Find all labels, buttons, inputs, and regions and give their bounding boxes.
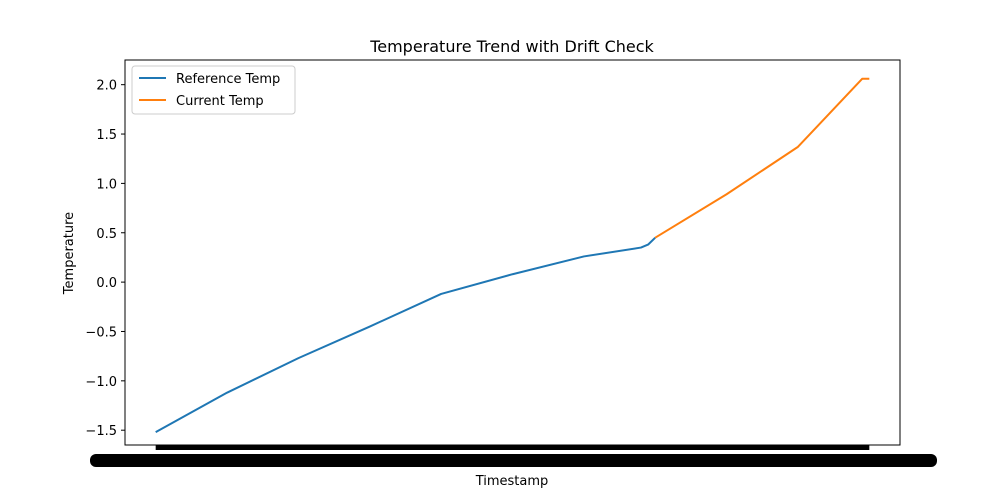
legend-label-reference: Reference Temp [176,72,280,87]
y-tick-label: −0.5 [85,325,117,340]
x-axis-ticks [90,445,937,467]
y-tick-label: −1.5 [85,424,117,439]
y-axis-label: Temperature [62,212,77,295]
y-tick-label: 2.0 [96,79,117,94]
y-tick-label: 1.5 [96,128,117,143]
legend-box [131,65,296,115]
legend: Reference Temp Current Temp [131,65,296,115]
chart-title: Temperature Trend with Drift Check [369,37,654,56]
x-axis-label: Timestamp [475,474,549,489]
y-tick-label: 0.5 [96,227,117,242]
y-tick-label: 1.0 [96,177,117,192]
y-tick-label: 0.0 [96,276,117,291]
series-line-current-temp [654,77,870,239]
y-tick-label: −1.0 [85,375,117,390]
series-line-reference-temp [155,236,656,434]
plot-frame [124,59,901,446]
legend-label-current: Current Temp [176,94,264,109]
y-axis-ticks: −1.5 −1.0 −0.5 0.0 0.5 1.0 1.5 2.0 [85,79,125,439]
series-layer [155,77,870,434]
x-tick-labels-overlapped [90,454,937,467]
x-tick-marks [155,445,870,450]
